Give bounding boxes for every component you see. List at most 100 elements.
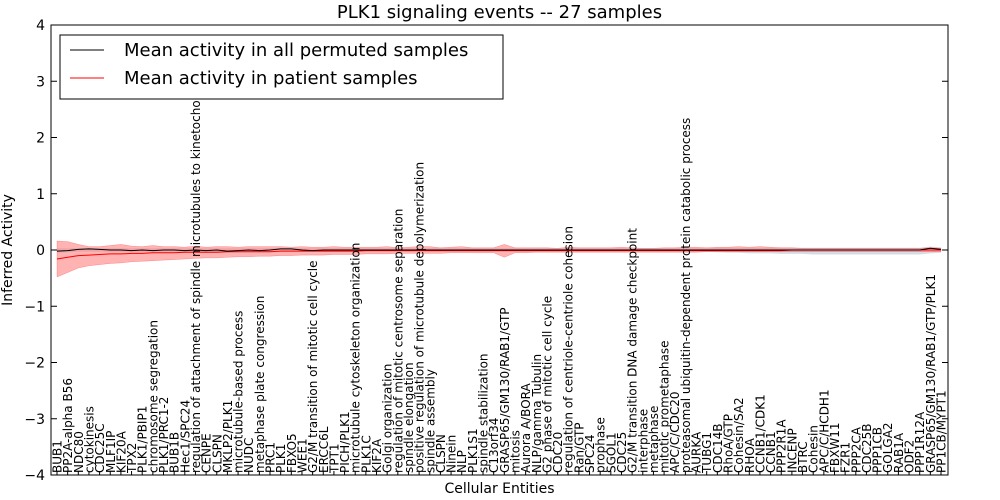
- entity-label: RhoA/GTP: [722, 414, 736, 473]
- entity-label: CDC25C: [93, 423, 107, 473]
- entity-label: CCNB1: [764, 431, 778, 473]
- entity-label: GRASP65/GM130/RAB1/GTP/PLK1: [924, 274, 938, 473]
- entity-label: G2 phase of mitotic cell cycle: [540, 296, 554, 473]
- entity-label: metaphase plate congression: [253, 296, 267, 473]
- entity-label: BUB1B: [168, 432, 182, 473]
- entity-label: positive regulation of microtubule depol…: [413, 162, 427, 473]
- entity-label: C13orf34: [487, 418, 501, 473]
- y-tick-label: 4: [36, 18, 45, 34]
- y-tick-label: −4: [24, 468, 45, 484]
- entity-label: AURKA: [690, 431, 704, 473]
- entity-label: BTRC: [796, 441, 810, 473]
- entity-label: CDC20: [551, 432, 565, 473]
- entity-label: proteasomal ubiquitin-dependent protein …: [679, 118, 693, 473]
- entity-label: Ninein: [445, 435, 459, 473]
- entity-label: chromosome segregation: [146, 320, 160, 473]
- entity-label: Golgi organization: [381, 364, 395, 473]
- entity-label: PLK1/PBIP1: [136, 406, 150, 473]
- entity-label: GOLGA2: [881, 422, 895, 473]
- entity-label: microtubule-based process: [232, 311, 246, 473]
- entity-label: PP2A-alpha B56: [61, 378, 75, 473]
- y-tick-label: −2: [24, 356, 45, 372]
- permuted-mean-line: [56, 247, 942, 252]
- entity-label: BUB1: [51, 440, 65, 473]
- entity-label: G2/M transition of mitotic cell cycle: [306, 260, 320, 473]
- entity-label: PLK1S1: [466, 428, 480, 473]
- entity-label: CLSPN: [210, 434, 224, 473]
- series-lines: [56, 247, 942, 260]
- y-tick-label: −3: [24, 412, 45, 428]
- entity-label: CCNB1/CDK1: [753, 394, 767, 473]
- entity-label: KIF20A: [114, 430, 128, 473]
- entity-label: MLF1IP: [104, 431, 118, 473]
- entity-label: PLK1/PRC1-2: [157, 397, 171, 473]
- entity-label: PPP1CB: [871, 427, 885, 473]
- entity-label: WEE1: [296, 438, 310, 473]
- entity-label: RHOA: [743, 437, 757, 473]
- entity-label: SGOL1: [604, 432, 618, 473]
- entity-label: Cohesin/SA2: [732, 397, 746, 473]
- entity-label: PLK1C: [359, 435, 373, 473]
- entity-label: ERCC6L: [317, 426, 331, 473]
- entity-label: microtubule cytoskeleton organization: [349, 243, 363, 473]
- entity-label: SPC24: [583, 434, 597, 473]
- entity-label: MKLP2/PLK1: [221, 400, 235, 473]
- entity-label: NDC80: [72, 431, 86, 473]
- entity-label: PLK1: [274, 444, 288, 473]
- axis-ticks: −4 −3 −2 −1 0 1 2 3 4: [24, 18, 948, 484]
- entity-label: CENPE: [200, 433, 214, 473]
- entity-label: PPP2CA: [849, 426, 863, 473]
- legend-box: [59, 34, 504, 100]
- entity-label: RAB1A: [892, 432, 906, 473]
- entity-label: Ran/GTP: [572, 422, 586, 473]
- entity-label: cytokinesis: [83, 406, 97, 473]
- entity-label: TUBG1: [700, 432, 714, 474]
- entity-label: spindle assembly: [423, 369, 437, 473]
- entity-label: NLP/gamma Tubulin: [530, 354, 544, 473]
- entity-label: ODF2: [903, 440, 917, 473]
- entity-label: spindle elongation: [402, 362, 416, 473]
- entity-label: mitosis: [509, 430, 523, 473]
- entity-label: FZR1: [839, 442, 853, 473]
- y-tick-label: −1: [24, 299, 45, 315]
- entity-label: CDC14B: [711, 424, 725, 474]
- y-tick-label: 0: [36, 243, 45, 259]
- legend: Mean activity in all permuted samples Me…: [59, 34, 504, 100]
- entity-label: Cohesin: [807, 425, 821, 473]
- entity-label: PPP2R1A: [775, 419, 789, 473]
- entity-label: FBXO5: [285, 433, 299, 473]
- entity-label: KIF2A: [370, 438, 384, 473]
- entity-label: metaphase: [647, 406, 661, 473]
- legend-label-patient: Mean activity in patient samples: [124, 68, 418, 89]
- y-axis-label: Inferred Activity: [0, 194, 16, 306]
- entity-label: PICH/PLK1: [338, 411, 352, 473]
- chart-title: PLK1 signaling events -- 27 samples: [337, 2, 662, 23]
- entity-label: APC/C/HCDH1: [817, 389, 831, 473]
- x-axis-label: Cellular Entities: [444, 481, 554, 497]
- legend-label-permuted: Mean activity in all permuted samples: [124, 40, 468, 61]
- entity-label: spindle stabilization: [477, 353, 491, 473]
- entity-label: PP1CB/MYPT1: [935, 390, 949, 473]
- y-tick-label: 2: [36, 131, 45, 147]
- y-tick-label: 1: [36, 187, 45, 203]
- entity-label: NUDC: [242, 438, 256, 473]
- entity-label: regulation of attachment of spindle micr…: [189, 88, 203, 473]
- entity-label: PRC1: [264, 442, 278, 473]
- entity-label: FBXW11: [828, 423, 842, 474]
- entity-label: GRASP65/GM130/RAB1/GTP: [498, 307, 512, 473]
- entity-label: TPX2: [125, 443, 139, 474]
- plot-frame: [50, 24, 949, 476]
- entity-label: regulation of mitotic centrosome separat…: [391, 209, 405, 473]
- entity-label: TPT1: [327, 443, 341, 474]
- entity-label: NLP: [455, 450, 469, 473]
- entity-label: APC/C/CDC20: [668, 391, 682, 473]
- entity-label: CDC25B: [860, 424, 874, 474]
- entity-label: Aurora A/BORA: [519, 383, 533, 473]
- entity-label: prophase: [594, 417, 608, 473]
- entity-label: INCENP: [785, 428, 799, 473]
- entity-label: interphase: [636, 409, 650, 473]
- entity-label: PPP1R12A: [913, 411, 927, 473]
- entity-label: CDC25: [615, 432, 629, 473]
